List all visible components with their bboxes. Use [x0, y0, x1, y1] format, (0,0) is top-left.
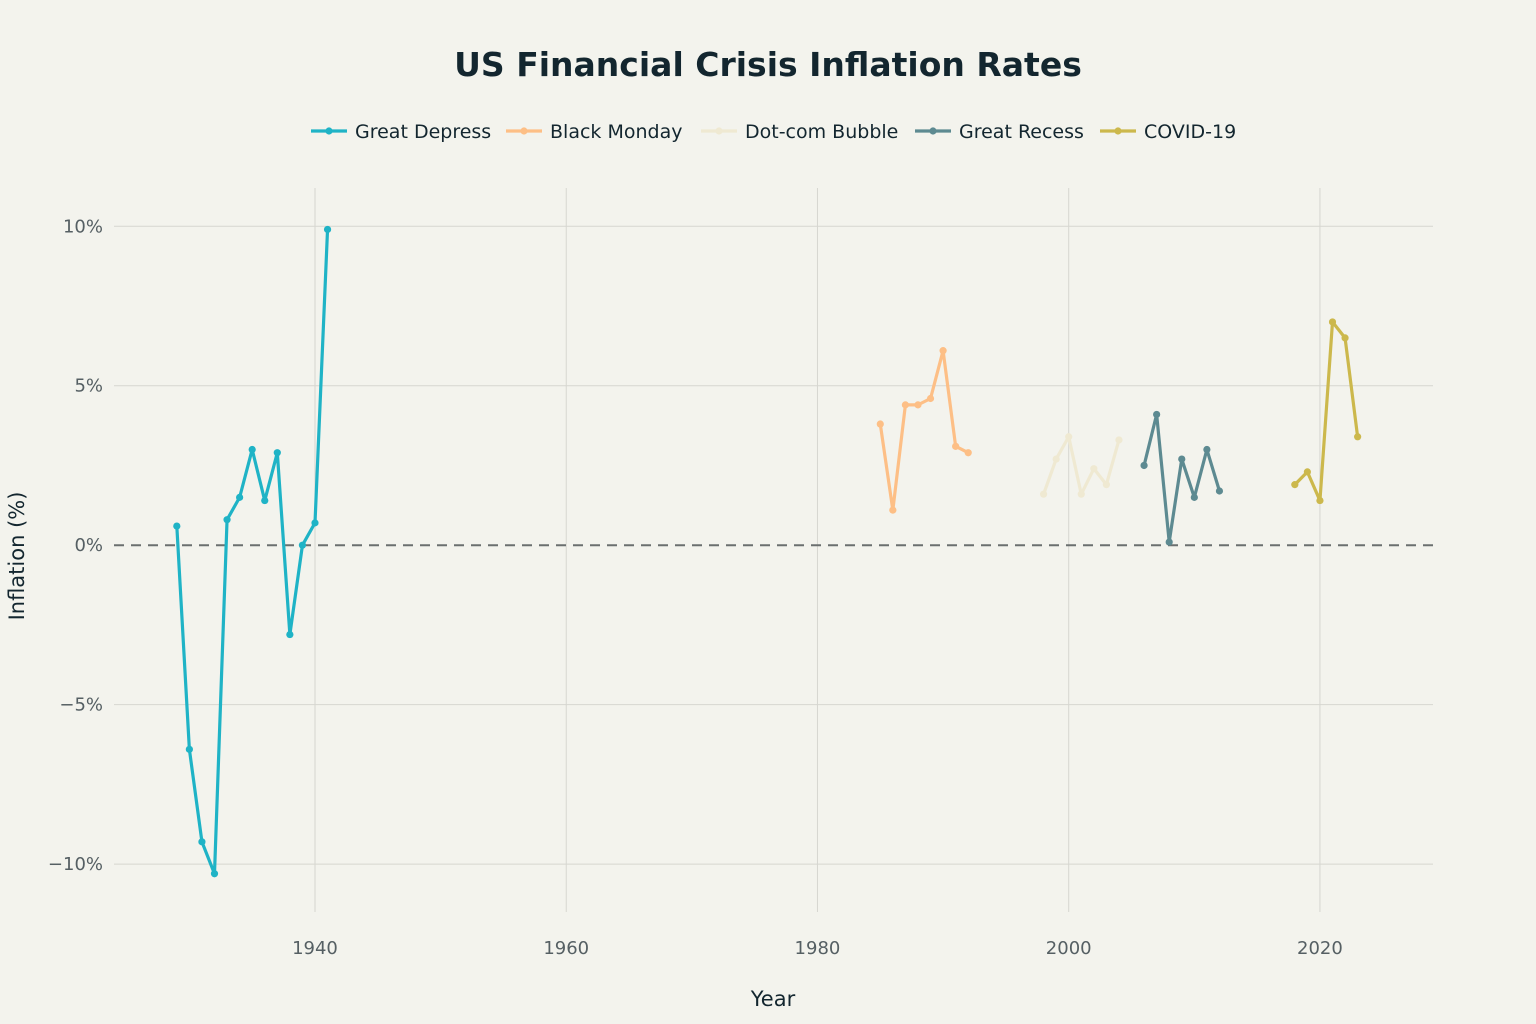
legend-marker-4	[1114, 127, 1122, 135]
y-tick-label-0: 10%	[63, 216, 103, 237]
data-point-4-0[interactable]	[1291, 481, 1299, 489]
data-point-2-4[interactable]	[1090, 465, 1098, 473]
data-point-2-2[interactable]	[1065, 433, 1073, 441]
data-point-4-5[interactable]	[1354, 433, 1362, 441]
data-point-2-0[interactable]	[1039, 490, 1048, 498]
legend-marker-2	[715, 127, 723, 135]
data-point-4-3[interactable]	[1328, 318, 1337, 326]
y-tick-label-4: −10%	[48, 854, 103, 875]
data-point-1-2[interactable]	[901, 401, 910, 409]
series-line-3	[1142, 412, 1222, 544]
series-4	[1291, 318, 1362, 505]
x-tick-label-1940: 1940	[292, 938, 338, 959]
data-point-0-7[interactable]	[261, 496, 269, 505]
legend-label-4: COVID-19	[1144, 121, 1236, 143]
legend-label-3: Great Recess	[959, 121, 1084, 143]
y-tick-label-3: −5%	[59, 695, 103, 716]
data-point-1-7[interactable]	[964, 449, 972, 457]
series-0	[173, 225, 332, 878]
data-point-0-5[interactable]	[236, 493, 244, 501]
legend-label-1: Black Monday	[550, 121, 682, 143]
data-point-0-8[interactable]	[273, 449, 281, 457]
data-point-3-6[interactable]	[1215, 487, 1224, 495]
x-tick-label-1960: 1960	[543, 938, 589, 959]
series-line-1	[878, 349, 970, 512]
data-point-2-3[interactable]	[1077, 490, 1085, 498]
x-axis-title: Year	[750, 987, 796, 1011]
data-point-0-2[interactable]	[198, 838, 206, 846]
data-point-0-3[interactable]	[210, 870, 219, 878]
legend-item-2[interactable]: Dot-com Bubble	[701, 121, 898, 143]
tick-labels: 1940 1960 1980 2000 2020 10% 5% 0% −5% −10%	[48, 216, 1343, 959]
data-point-0-11[interactable]	[311, 519, 319, 527]
series-layer	[173, 225, 1362, 878]
legend-marker-0	[325, 127, 333, 135]
series-3	[1140, 410, 1224, 546]
data-point-4-1[interactable]	[1303, 468, 1311, 476]
x-tick-label-2020: 2020	[1297, 938, 1343, 959]
data-point-3-2[interactable]	[1165, 538, 1173, 546]
data-point-0-4[interactable]	[223, 516, 231, 524]
series-1	[876, 347, 972, 514]
chart-title: US Financial Crisis Inflation Rates	[454, 45, 1082, 84]
data-point-3-0[interactable]	[1140, 461, 1148, 470]
legend-item-3[interactable]: Great Recess	[915, 121, 1084, 143]
data-point-1-5[interactable]	[939, 347, 947, 355]
series-line-0	[175, 227, 330, 876]
data-point-3-3[interactable]	[1178, 455, 1186, 463]
data-point-1-3[interactable]	[914, 401, 922, 409]
data-point-0-6[interactable]	[248, 445, 256, 454]
y-axis-title: Inflation (%)	[5, 492, 29, 621]
legend-item-0[interactable]: Great Depress	[311, 121, 491, 143]
legend-marker-3	[929, 127, 937, 135]
data-point-2-5[interactable]	[1102, 481, 1110, 489]
legend-marker-1	[520, 127, 528, 135]
x-tick-label-1980: 1980	[795, 938, 841, 959]
data-point-0-9[interactable]	[286, 630, 294, 639]
legend-label-0: Great Depress	[355, 121, 491, 143]
x-tick-label-2000: 2000	[1046, 938, 1092, 959]
data-point-3-5[interactable]	[1203, 445, 1211, 454]
data-point-0-1[interactable]	[185, 745, 193, 753]
legend[interactable]: Great Depress Black Monday Dot-com Bubble G…	[311, 121, 1236, 143]
data-point-2-6[interactable]	[1115, 436, 1123, 444]
data-point-0-10[interactable]	[298, 541, 307, 549]
legend-label-2: Dot-com Bubble	[745, 121, 898, 143]
data-point-1-1[interactable]	[889, 506, 897, 514]
data-point-1-0[interactable]	[876, 420, 884, 428]
data-point-2-1[interactable]	[1052, 455, 1060, 463]
data-point-4-2[interactable]	[1316, 496, 1324, 505]
data-point-4-4[interactable]	[1341, 334, 1349, 342]
data-point-3-4[interactable]	[1190, 493, 1198, 501]
legend-item-1[interactable]: Black Monday	[506, 121, 682, 143]
legend-item-4[interactable]: COVID-19	[1100, 121, 1236, 143]
y-tick-label-2: 0%	[74, 535, 103, 556]
data-point-1-4[interactable]	[926, 394, 935, 403]
data-point-0-12[interactable]	[323, 225, 332, 234]
data-point-0-0[interactable]	[173, 522, 181, 530]
data-point-1-6[interactable]	[952, 442, 960, 450]
y-tick-label-1: 5%	[74, 376, 103, 397]
grid-layer	[114, 188, 1433, 912]
series-2	[1039, 433, 1123, 498]
series-line-4	[1293, 320, 1360, 503]
data-point-3-1[interactable]	[1153, 410, 1161, 419]
